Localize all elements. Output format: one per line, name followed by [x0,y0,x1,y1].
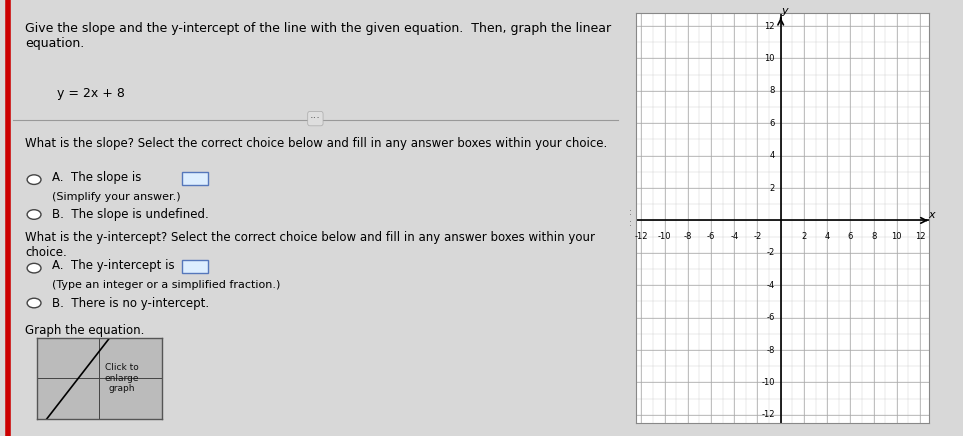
Text: (Type an integer or a simplified fraction.): (Type an integer or a simplified fractio… [52,280,280,290]
Text: 12: 12 [915,232,925,241]
Text: Give the slope and the y-intercept of the line with the given equation.  Then, g: Give the slope and the y-intercept of th… [25,22,612,50]
Circle shape [27,175,41,184]
Text: 4: 4 [769,151,775,160]
Text: 10: 10 [765,54,775,63]
Text: -4: -4 [767,281,775,290]
Text: -4: -4 [730,232,739,241]
Text: -8: -8 [767,345,775,354]
Text: 2: 2 [769,184,775,193]
Text: 4: 4 [824,232,830,241]
Text: x: x [928,210,935,220]
Text: -8: -8 [684,232,692,241]
Text: 6: 6 [847,232,853,241]
Text: 8: 8 [769,86,775,95]
Text: (Simplify your answer.): (Simplify your answer.) [52,192,180,202]
Text: 2: 2 [801,232,807,241]
Text: Graph the equation.: Graph the equation. [25,324,144,337]
Text: -6: -6 [707,232,716,241]
Text: What is the slope? Select the correct choice below and fill in any answer boxes : What is the slope? Select the correct ch… [25,137,608,150]
Circle shape [27,210,41,219]
Text: 6: 6 [769,119,775,128]
Text: B.  There is no y-intercept.: B. There is no y-intercept. [52,296,209,310]
Text: -6: -6 [767,313,775,322]
Text: -10: -10 [762,378,775,387]
FancyBboxPatch shape [182,260,208,273]
Text: y = 2x + 8: y = 2x + 8 [57,87,124,100]
Circle shape [27,263,41,273]
Text: A.  The slope is: A. The slope is [52,170,142,184]
Text: y: y [781,6,788,16]
Text: What is the y-intercept? Select the correct choice below and fill in any answer : What is the y-intercept? Select the corr… [25,231,595,259]
Text: :
:: : : [630,208,632,228]
Text: Click to
enlarge
graph: Click to enlarge graph [104,363,139,393]
Text: -12: -12 [762,410,775,419]
Text: 12: 12 [765,21,775,31]
Text: -12: -12 [635,232,648,241]
Text: -10: -10 [658,232,671,241]
Circle shape [27,298,41,308]
Text: 8: 8 [871,232,876,241]
FancyBboxPatch shape [182,172,208,185]
Text: -2: -2 [767,249,775,257]
Text: -2: -2 [753,232,762,241]
Text: ···: ··· [310,114,321,123]
Text: 10: 10 [892,232,902,241]
Text: B.  The slope is undefined.: B. The slope is undefined. [52,208,208,221]
Text: A.  The y-intercept is: A. The y-intercept is [52,259,174,272]
